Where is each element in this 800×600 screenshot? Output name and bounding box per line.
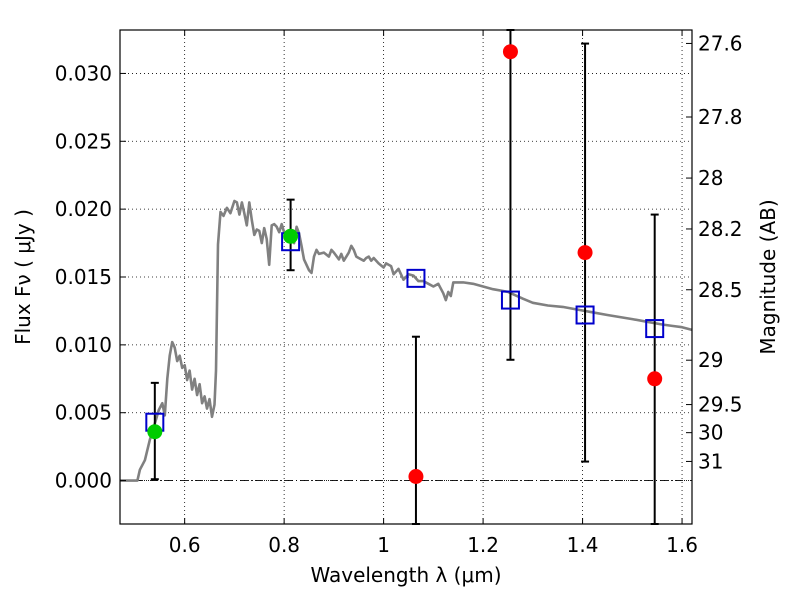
y-tick-label: 0.030 — [55, 61, 112, 85]
y-tick-label: 0.015 — [55, 265, 112, 289]
y2-tick-label: 28 — [698, 166, 723, 190]
y-tick-label: 0.020 — [55, 197, 112, 221]
y-tick-label: 0.000 — [55, 469, 112, 493]
y2-tick-label: 28.2 — [698, 217, 743, 241]
model-flux-square — [500, 290, 520, 310]
x-tick-label: 1.6 — [666, 533, 698, 557]
ticks: 0.6 0.8 1 1.2 1.4 1.6 0.000 0.005 0.010 0.015 0.02… — [55, 30, 743, 557]
x-tick-label: 0.8 — [268, 533, 300, 557]
nondetection-point — [647, 371, 663, 387]
x-tick-label: 0.6 — [169, 533, 201, 557]
y-tick-label: 0.025 — [55, 129, 112, 153]
y2-tick-label: 31 — [698, 449, 723, 473]
y2-tick-label: 27.8 — [698, 105, 743, 129]
y2-tick-label: 29.5 — [698, 393, 743, 417]
plot-area — [120, 29, 693, 525]
x-tick-label: 1.2 — [467, 533, 499, 557]
detection-point — [147, 424, 163, 440]
x-tick-label: 1.4 — [567, 533, 599, 557]
y-tick-label: 0.005 — [55, 401, 112, 425]
x-axis-label: Wavelength λ (μm) — [310, 563, 501, 587]
model-flux-square — [575, 305, 595, 325]
x-tick-label: 1 — [377, 533, 390, 557]
model-flux-square — [406, 268, 426, 288]
y2-tick-label: 27.6 — [698, 31, 743, 55]
nondetection-point — [408, 469, 424, 484]
y2-tick-label: 30 — [698, 421, 723, 445]
model-flux-square — [645, 319, 665, 339]
y2-tick-label: 28.5 — [698, 278, 743, 302]
nondetection-point — [577, 245, 593, 261]
y2-axis-label: Magnitude (AB) — [756, 199, 780, 354]
y-axis-label: Flux Fν ( μJy ) — [11, 209, 35, 345]
nondetection-point — [502, 44, 518, 60]
y2-tick-label: 29 — [698, 348, 723, 372]
grid — [120, 30, 692, 524]
detection-point — [283, 228, 299, 244]
y-tick-label: 0.010 — [55, 333, 112, 357]
